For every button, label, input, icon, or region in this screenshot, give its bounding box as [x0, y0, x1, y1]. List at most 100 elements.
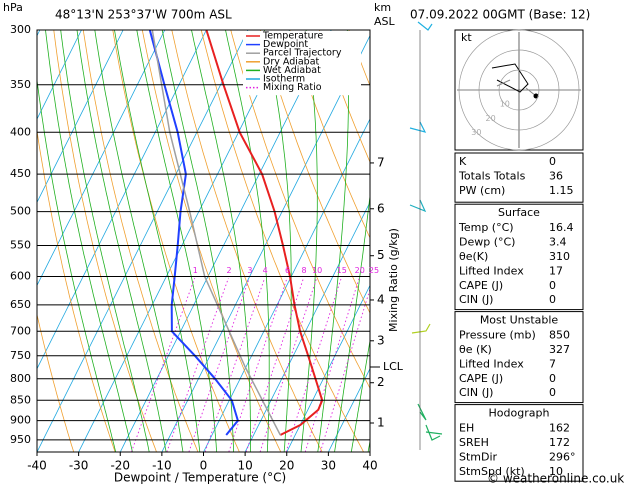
dry-adiabat [112, 30, 240, 452]
dry-adiabat [53, 30, 157, 452]
lcl-label: LCL [383, 360, 404, 373]
isotherm [244, 201, 370, 452]
table-title: Surface [498, 206, 540, 219]
table-value: 16.4 [549, 221, 574, 234]
km-tick-label: 1 [377, 415, 385, 429]
y-tick-label: 900 [10, 414, 31, 427]
x-tick-label: 0 [200, 459, 208, 473]
table-label: K [459, 155, 467, 168]
dry-adiabat [289, 30, 370, 239]
table-label: θe (K) [459, 343, 492, 356]
hodograph-ring [498, 69, 540, 111]
dry-adiabat [259, 30, 370, 314]
table-value: 327 [549, 343, 570, 356]
x-tick-label: -20 [110, 459, 130, 473]
wind-barbs [409, 21, 443, 450]
table-value: 296° [549, 450, 576, 463]
km-ref: ASL [374, 15, 396, 28]
wet-adiabat [94, 30, 184, 452]
km-unit: km [374, 1, 391, 14]
wet-adiabat [45, 30, 133, 452]
dry-adiabat [37, 128, 116, 452]
table-label: CAPE (J) [459, 372, 503, 385]
x-tick-label: -30 [69, 459, 89, 473]
table-box [454, 311, 584, 404]
y-tick-label: 400 [10, 125, 31, 138]
table-value: 0 [549, 155, 556, 168]
y-tick-label: 650 [10, 298, 31, 311]
table-label: CIN (J) [459, 386, 493, 399]
mixing-ratio-label: 20 [355, 266, 365, 275]
mixing-ratio-line [304, 278, 360, 452]
table-value: 17 [549, 264, 563, 277]
y-tick-label: 300 [10, 23, 31, 36]
isotherm [37, 30, 249, 452]
mixing-ratio-label: 4 [263, 266, 268, 275]
x-axis-label: Dewpoint / Temperature (°C) [114, 471, 286, 485]
table-title: Most Unstable [480, 314, 559, 327]
date: 07.09.2022 00GMT (Base: 12) [410, 8, 590, 22]
km-tick-label: 6 [377, 201, 385, 215]
table-value: 1.15 [549, 184, 574, 197]
dry-adiabat [230, 30, 370, 390]
legend-label: Parcel Trajectory [263, 48, 342, 59]
y-tick-label: 850 [10, 393, 31, 406]
table-label: θe(K) [459, 250, 488, 263]
x-tick-label: 40 [362, 459, 377, 473]
table-label: StmSpd (kt) [459, 465, 525, 478]
y-tick-label: 500 [10, 205, 31, 218]
wet-adiabat [37, 77, 117, 452]
table-label: SREH [459, 436, 489, 449]
mixing-ratio-label: 6 [285, 266, 290, 275]
wet-adiabat [367, 439, 370, 452]
km-tick-label: 7 [377, 155, 385, 169]
mixing-ratio-line [130, 278, 196, 452]
hodograph: kt 10 20 30 [457, 29, 581, 151]
y2-axis-label: Mixing Ratio (g/kg) [387, 228, 400, 332]
table-value: 172 [549, 436, 570, 449]
table-label: EH [459, 422, 474, 435]
hodograph-ring [478, 49, 560, 131]
km-tick-label: 3 [377, 333, 385, 347]
legend-label: Mixing Ratio [263, 82, 322, 93]
y-tick-label: 750 [10, 349, 31, 362]
table-value: 162 [549, 422, 570, 435]
table-value: 0 [549, 293, 556, 306]
dry-adiabat [37, 312, 75, 452]
mixing-ratio-line [204, 278, 266, 452]
y-tick-label: 600 [10, 269, 31, 282]
mixing-ratio-line [228, 278, 288, 452]
table-label: CIN (J) [459, 293, 493, 306]
table-label: Temp (°C) [458, 221, 514, 234]
mixing-ratio-line [259, 278, 318, 452]
table-value: 3.4 [549, 236, 567, 249]
hodograph-unit: kt [461, 31, 472, 44]
wet-adiabat [350, 338, 370, 452]
legend-label: Isotherm [263, 74, 305, 85]
table-value: 850 [549, 329, 570, 342]
location: 48°13'N 253°37'W 700m ASL [55, 8, 232, 22]
wet-adiabat [191, 30, 251, 452]
table-title: Hodograph [489, 407, 550, 420]
y-tick-label: 950 [10, 433, 31, 446]
hodograph-ring-label: 10 [500, 100, 510, 109]
mixing-ratio-line [188, 278, 250, 452]
dry-adiabat [408, 30, 629, 452]
hodograph-ring-label: 20 [486, 114, 496, 123]
pressure-unit: hPa [3, 1, 23, 14]
wet-adiabat [76, 30, 167, 452]
table-label: Lifted Index [459, 264, 524, 277]
y-tick-label: 450 [10, 167, 31, 180]
x-tick-label: 20 [279, 459, 294, 473]
table-box [454, 152, 584, 203]
dry-adiabat [171, 30, 323, 452]
x-tick-label: -40 [27, 459, 47, 473]
table-value: 0 [549, 372, 556, 385]
y-tick-label: 800 [10, 372, 31, 385]
table-label: Totals Totals [458, 169, 526, 182]
km-tick-label: 4 [377, 292, 385, 306]
mixing-ratio-label: 10 [312, 266, 322, 275]
x-tick-label: 30 [321, 459, 336, 473]
profile-line [148, 30, 240, 436]
